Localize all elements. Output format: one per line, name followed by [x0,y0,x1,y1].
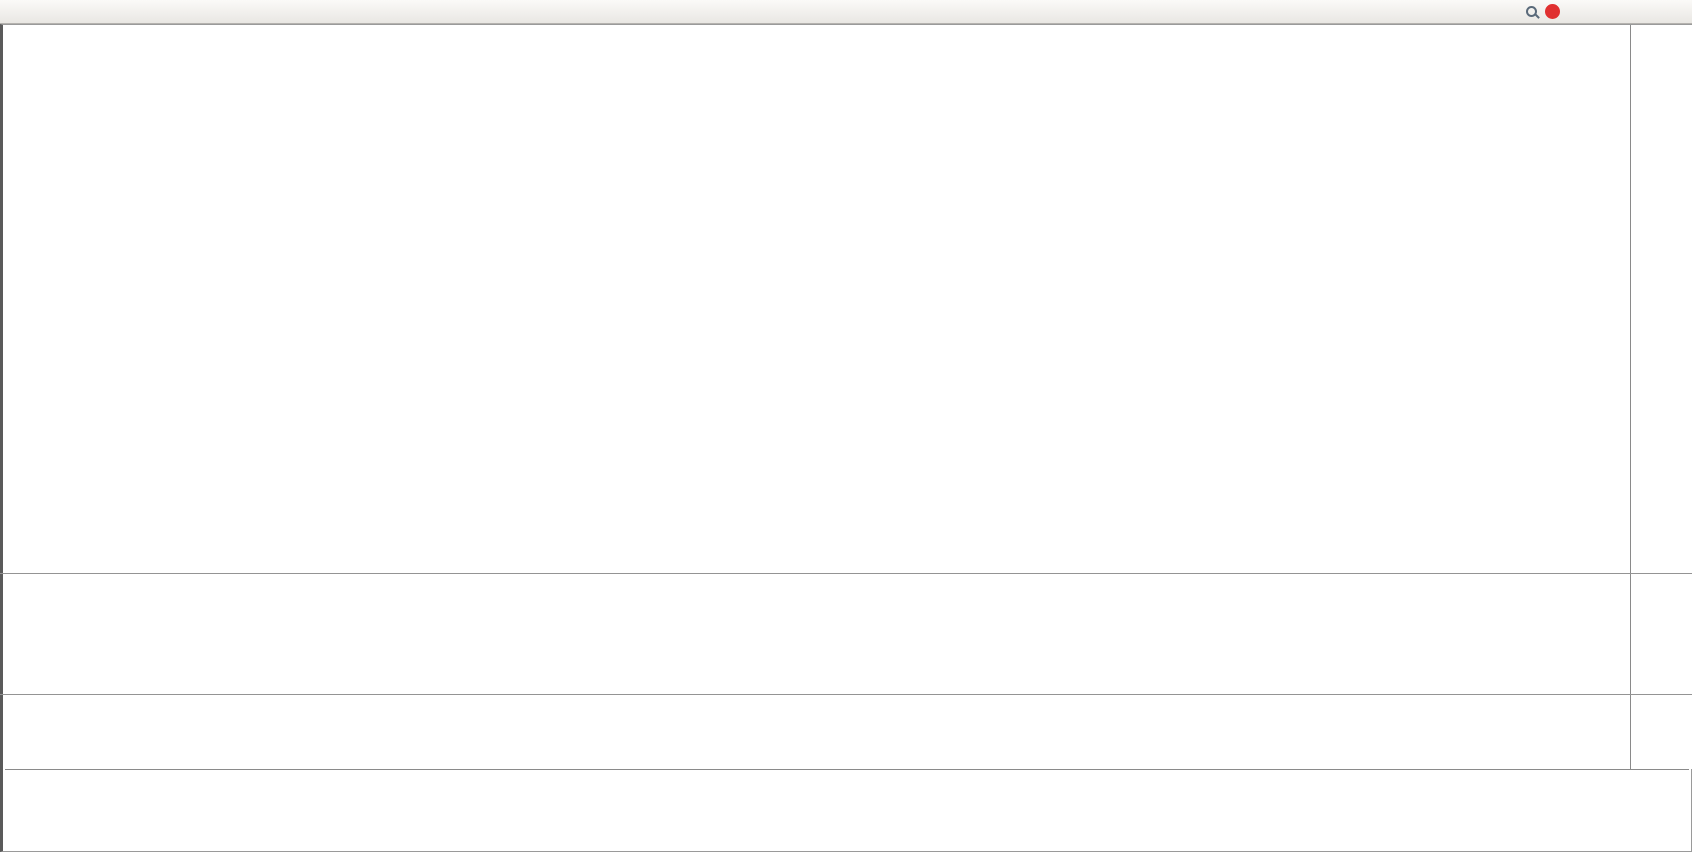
main-toolbar [0,0,1692,24]
macd-panel[interactable] [5,575,1630,693]
time-axis[interactable] [5,769,1689,789]
search-icon[interactable] [1526,6,1537,17]
rsi-panel[interactable] [5,696,1630,768]
panel-splitter-macd[interactable] [0,573,1692,574]
toolbar-right [1526,4,1560,19]
chart-window [0,24,1692,852]
price-axis[interactable] [1630,25,1692,769]
panel-splitter-rsi[interactable] [0,694,1692,695]
notification-badge[interactable] [1545,4,1560,19]
main-price-chart[interactable] [5,26,1630,572]
